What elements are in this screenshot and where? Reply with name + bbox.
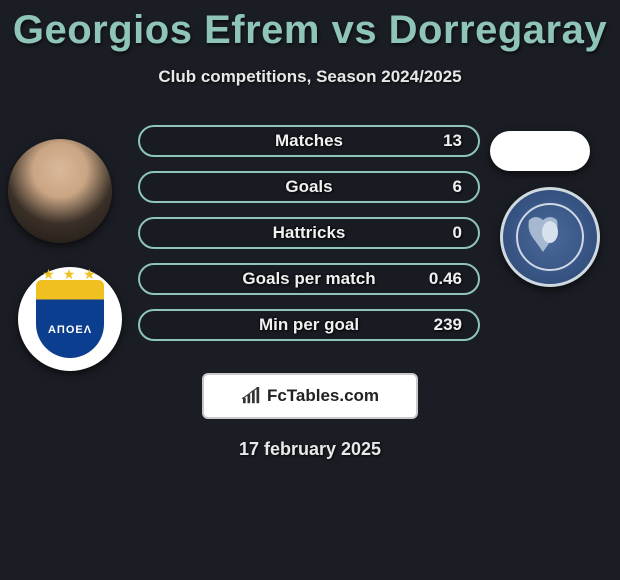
stat-pill: Min per goal 239 (138, 309, 480, 341)
stat-label: Min per goal (259, 315, 359, 335)
stat-label: Matches (275, 131, 343, 151)
club-right-badge (500, 187, 600, 287)
stat-label: Goals per match (242, 269, 375, 289)
stat-value-right: 239 (434, 315, 462, 335)
stat-pill-list: Matches 13 Goals 6 Hattricks 0 Goals per… (138, 125, 480, 355)
stat-label: Goals (285, 177, 332, 197)
player-left-avatar (8, 139, 112, 243)
date-label: 17 february 2025 (0, 439, 620, 460)
club-left-label: ΑΠΟΕΛ (36, 324, 104, 336)
stat-value-right: 13 (443, 131, 462, 151)
stat-value-right: 6 (453, 177, 462, 197)
club-left-badge: ★ ★ ★ ΑΠΟΕΛ (18, 267, 122, 371)
club-left-stars-icon: ★ ★ ★ (36, 266, 104, 283)
comparison-area: ★ ★ ★ ΑΠΟΕΛ Matches 13 Goals 6 Hattricks… (0, 117, 620, 357)
stat-pill: Goals 6 (138, 171, 480, 203)
player-right-avatar (490, 131, 590, 171)
bar-chart-icon (241, 387, 263, 405)
stat-value-right: 0 (453, 223, 462, 243)
stat-label: Hattricks (273, 223, 346, 243)
watermark: FcTables.com (202, 373, 418, 419)
stat-value-right: 0.46 (429, 269, 462, 289)
stat-pill: Goals per match 0.46 (138, 263, 480, 295)
subtitle: Club competitions, Season 2024/2025 (0, 67, 620, 87)
club-right-crest-icon (515, 202, 585, 272)
stat-pill: Matches 13 (138, 125, 480, 157)
watermark-label: FcTables.com (267, 386, 379, 406)
page-title: Georgios Efrem vs Dorregaray (0, 0, 620, 53)
club-left-shield: ★ ★ ★ ΑΠΟΕΛ (36, 280, 104, 358)
stat-pill: Hattricks 0 (138, 217, 480, 249)
